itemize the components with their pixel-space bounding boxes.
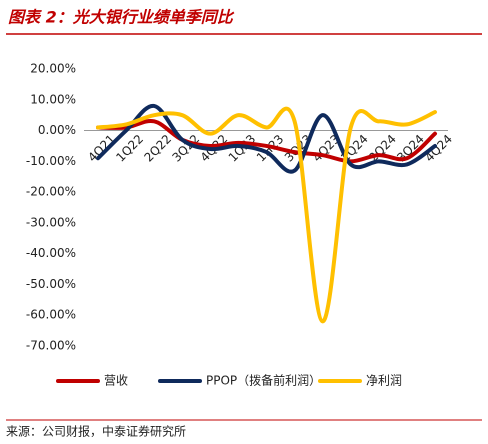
y-tick-label: -50.00% [26,277,76,291]
series-line [96,103,437,174]
legend-label: 净利润 [366,374,402,388]
chart-title: 图表 2：光大银行业绩单季同比 [8,8,235,27]
y-tick-label: 20.00% [30,62,76,76]
series-line [96,118,437,164]
y-tick-label: -30.00% [26,215,76,229]
y-tick-label: 0.00% [38,123,76,137]
legend-label: PPOP（拨备前利润） [206,373,321,388]
y-tick-label: -40.00% [26,246,76,260]
x-tick-label: 4Q24 [422,132,455,165]
legend-label: 营收 [104,374,128,388]
y-tick-label: -10.00% [26,154,76,168]
y-tick-label: 10.00% [30,92,76,106]
y-tick-label: -20.00% [26,185,76,199]
series-line [96,106,437,324]
source: 来源：公司财报，中泰证券研究所 [6,424,186,439]
y-tick-label: -60.00% [26,308,76,322]
x-tick-label: 2Q22 [141,132,174,165]
x-tick-label: 4Q21 [85,132,118,165]
y-tick-label: -70.00% [26,339,76,353]
